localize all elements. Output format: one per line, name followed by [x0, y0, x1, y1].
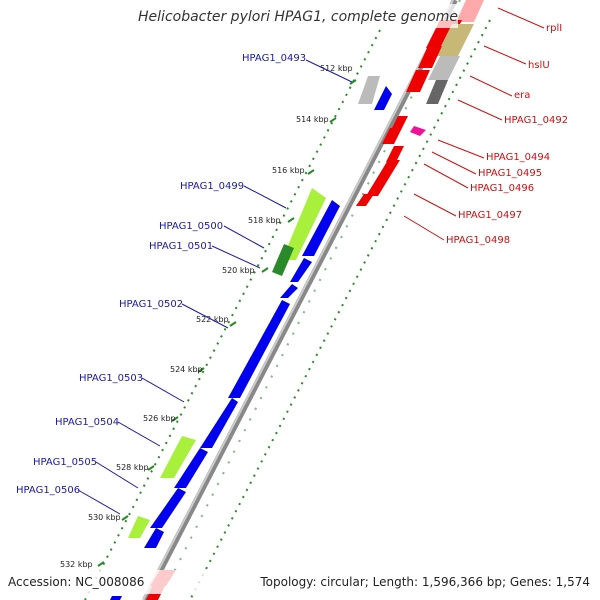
- left-leader-lines: [77, 59, 353, 515]
- gene-label-HPAG1_0493[interactable]: HPAG1_0493: [242, 53, 306, 64]
- guide-track-right: [189, 19, 491, 600]
- gene-label-HPAG1_0504[interactable]: HPAG1_0504: [55, 417, 119, 428]
- gene-label-HPAG1_0506[interactable]: HPAG1_0506: [16, 485, 80, 496]
- feature-bottom-blue[interactable]: [110, 596, 122, 600]
- gene-label-rplI[interactable]: rplI: [546, 23, 562, 34]
- gene-label-HPAG1_0505[interactable]: HPAG1_0505: [33, 457, 97, 468]
- feature-0497[interactable]: [366, 160, 400, 196]
- feature-0492-a[interactable]: [392, 116, 408, 128]
- title-backdrop: [140, 4, 458, 28]
- feature-0499-green[interactable]: [282, 188, 326, 260]
- feature-grey-era[interactable]: [428, 56, 460, 80]
- feature-red-1[interactable]: [418, 46, 442, 68]
- tick-label-514: 514 kbp: [296, 115, 329, 124]
- feature-0506-blue[interactable]: [144, 528, 164, 548]
- gene-label-HPAG1_0500[interactable]: HPAG1_0500: [159, 221, 223, 232]
- genome-backbone: [142, 0, 458, 600]
- tick-label-520: 520 kbp: [222, 266, 255, 275]
- gene-label-HPAG1_0496[interactable]: HPAG1_0496: [470, 183, 534, 194]
- feature-0496[interactable]: [386, 146, 404, 162]
- reverse-strand-features: [110, 76, 392, 600]
- feature-0504-blue[interactable]: [174, 448, 208, 488]
- feature-0501-darkgreen[interactable]: [272, 244, 294, 276]
- guide-track-inner: [169, 0, 461, 581]
- feature-rplI-pink[interactable]: [456, 0, 484, 22]
- map-title: Helicobacter pylori HPAG1, complete geno…: [138, 9, 458, 25]
- gene-label-era[interactable]: era: [514, 90, 530, 101]
- feature-red-2[interactable]: [406, 70, 430, 92]
- gene-label-hslU[interactable]: hslU: [528, 60, 550, 71]
- gene-label-HPAG1_0502[interactable]: HPAG1_0502: [119, 299, 183, 310]
- feature-0495[interactable]: [382, 128, 402, 144]
- feature-0493-grey[interactable]: [358, 76, 380, 104]
- gene-label-HPAG1_0503[interactable]: HPAG1_0503: [79, 373, 143, 384]
- footer-backdrop: [0, 570, 600, 594]
- feature-dark-grey[interactable]: [426, 80, 448, 104]
- feature-blue-520b[interactable]: [280, 284, 298, 298]
- tick-label-518: 518 kbp: [248, 216, 281, 225]
- feature-0504-green[interactable]: [160, 436, 196, 478]
- accession-label: Accession: NC_008086: [8, 575, 144, 589]
- feature-0500-blue[interactable]: [302, 200, 340, 256]
- tick-label-526: 526 kbp: [143, 414, 176, 423]
- guide-track-left: [84, 29, 381, 600]
- gene-label-HPAG1_0497[interactable]: HPAG1_0497: [458, 210, 522, 221]
- right-leader-lines: [403, 7, 545, 241]
- tick-label-532: 532 kbp: [60, 560, 93, 569]
- tick-marks: [97, 79, 357, 567]
- feature-0506-green[interactable]: [128, 516, 150, 538]
- tick-label-516: 516 kbp: [272, 166, 305, 175]
- feature-0498[interactable]: [356, 194, 374, 206]
- feature-0502-blue[interactable]: [228, 300, 290, 398]
- feature-blue-520a[interactable]: [290, 258, 312, 282]
- gene-label-HPAG1_0495[interactable]: HPAG1_0495: [478, 168, 542, 179]
- gene-label-HPAG1_0492[interactable]: HPAG1_0492: [504, 115, 568, 126]
- feature-hslU-tan[interactable]: [436, 24, 474, 56]
- gene-label-HPAG1_0494[interactable]: HPAG1_0494: [486, 152, 550, 163]
- gene-label-HPAG1_0501[interactable]: HPAG1_0501: [149, 241, 213, 252]
- forward-strand-features: [146, 0, 484, 600]
- gene-label-HPAG1_0499[interactable]: HPAG1_0499: [180, 181, 244, 192]
- feature-0505-blue[interactable]: [150, 488, 186, 528]
- feature-0494[interactable]: [410, 126, 426, 136]
- feature-0493-blue[interactable]: [374, 86, 392, 110]
- tick-label-512: 512 kbp: [320, 64, 353, 73]
- tick-label-528: 528 kbp: [116, 463, 149, 472]
- tick-label-524: 524 kbp: [170, 365, 203, 374]
- feature-0503-blue[interactable]: [200, 398, 238, 448]
- genome-backbone-highlight: [142, 0, 454, 600]
- topology-label: Topology: circular; Length: 1,596,366 bp…: [259, 575, 590, 589]
- tick-label-530: 530 kbp: [88, 513, 121, 522]
- gene-label-HPAG1_0498[interactable]: HPAG1_0498: [446, 235, 510, 246]
